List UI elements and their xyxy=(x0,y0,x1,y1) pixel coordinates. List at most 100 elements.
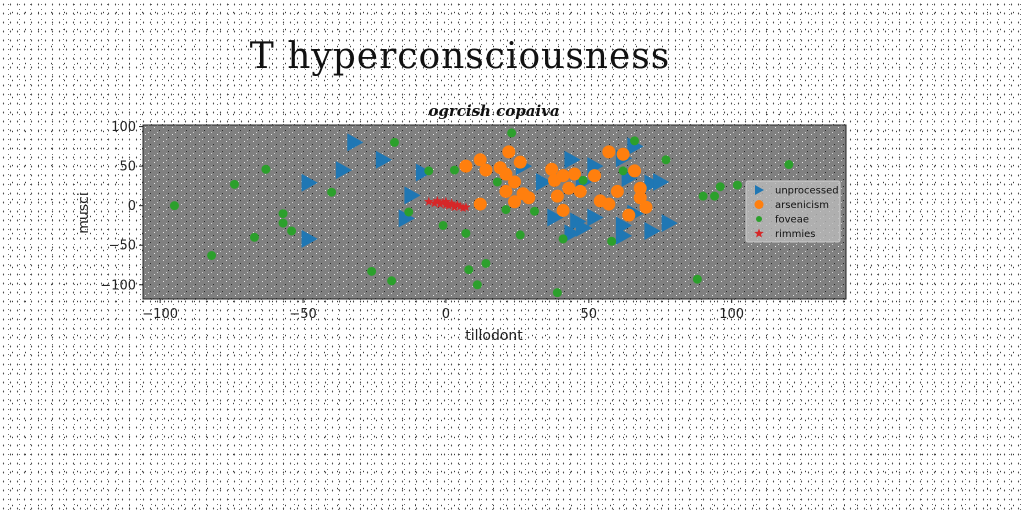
data-point-foveae xyxy=(481,258,491,268)
data-point-arsenicism xyxy=(556,203,570,217)
data-point-unprocessed xyxy=(535,172,553,191)
data-point-foveae xyxy=(327,187,337,197)
data-point-foveae xyxy=(558,234,568,244)
data-point-foveae xyxy=(618,166,628,176)
data-point-rimmies xyxy=(455,201,465,211)
data-point-foveae xyxy=(464,265,474,275)
data-point-foveae xyxy=(715,182,725,192)
data-point-rimmies xyxy=(458,203,468,213)
data-point-foveae xyxy=(732,180,742,190)
legend-label-arsenicism: arsenicism xyxy=(775,200,829,211)
data-point-rimmies xyxy=(452,199,463,209)
data-point-rimmies xyxy=(461,202,471,212)
y-tick-label: 100 xyxy=(111,120,136,135)
x-tick-label: 0 xyxy=(442,307,450,322)
data-point-unprocessed xyxy=(398,209,415,228)
data-point-arsenicism xyxy=(602,197,616,211)
data-point-foveae xyxy=(607,236,617,246)
data-point-unprocessed xyxy=(661,214,678,233)
legend-box xyxy=(745,180,841,243)
data-point-arsenicism xyxy=(473,153,487,167)
data-point-arsenicism xyxy=(639,200,653,214)
data-point-foveae xyxy=(424,166,434,176)
legend-marker-foveae xyxy=(756,216,762,222)
data-point-foveae xyxy=(630,136,640,146)
data-point-rimmies xyxy=(432,195,443,205)
legend-label-unprocessed: unprocessed xyxy=(775,186,839,197)
data-point-foveae xyxy=(661,155,671,165)
data-point-arsenicism xyxy=(459,159,473,173)
data-point-arsenicism xyxy=(610,184,624,198)
legend-label-rimmies: rimmies xyxy=(775,229,816,240)
x-axis: −100 −50 0 50 100 xyxy=(142,299,744,322)
data-point-foveae xyxy=(169,201,179,211)
data-point-arsenicism xyxy=(588,169,602,183)
data-point-unprocessed xyxy=(615,226,633,245)
data-point-arsenicism xyxy=(633,191,647,205)
data-point-arsenicism xyxy=(568,167,582,181)
data-point-foveae xyxy=(501,205,511,215)
data-point-arsenicism xyxy=(473,197,487,211)
series-arsenicism xyxy=(459,145,653,222)
plot-area-noise xyxy=(143,125,846,299)
data-point-foveae xyxy=(287,226,297,236)
data-point-foveae xyxy=(461,228,471,238)
data-point-arsenicism xyxy=(508,195,522,209)
data-point-foveae xyxy=(249,232,259,242)
data-point-unprocessed xyxy=(301,173,318,192)
data-point-unprocessed xyxy=(301,229,318,248)
y-tick-label: −50 xyxy=(109,239,136,254)
data-point-arsenicism xyxy=(573,184,587,198)
x-axis-label: tillodont xyxy=(465,328,523,344)
data-point-foveae xyxy=(449,165,459,175)
data-point-foveae xyxy=(710,191,720,201)
figure-suptitle: T hyperconsciousness xyxy=(249,36,671,77)
data-point-unprocessed xyxy=(335,161,353,180)
data-point-unprocessed xyxy=(375,150,393,169)
data-point-foveae xyxy=(552,288,562,298)
data-point-arsenicism xyxy=(616,147,630,161)
data-point-foveae xyxy=(507,128,517,138)
data-point-arsenicism xyxy=(499,184,513,198)
x-tick-label: −50 xyxy=(289,307,316,322)
data-point-rimmies xyxy=(446,198,457,208)
data-point-unprocessed xyxy=(575,218,593,237)
data-point-unprocessed xyxy=(347,133,364,152)
data-point-foveae xyxy=(207,251,217,260)
y-tick-label: −100 xyxy=(100,278,136,293)
data-point-rimmies xyxy=(435,199,445,209)
plot-frame xyxy=(142,124,847,300)
legend-marker-arsenicism xyxy=(754,200,764,209)
data-point-foveae xyxy=(229,179,239,189)
data-point-arsenicism xyxy=(545,162,559,176)
data-point-foveae xyxy=(278,209,288,219)
data-point-rimmies xyxy=(441,196,451,206)
data-point-foveae xyxy=(367,266,377,276)
series-rimmies xyxy=(424,195,471,213)
data-point-foveae xyxy=(387,276,397,286)
data-point-arsenicism xyxy=(513,155,527,169)
data-point-foveae xyxy=(261,164,271,174)
y-tick-label: 0 xyxy=(128,199,136,214)
data-point-unprocessed xyxy=(653,172,670,191)
data-point-unprocessed xyxy=(587,208,604,227)
series-foveae xyxy=(169,128,794,298)
data-point-unprocessed xyxy=(547,208,564,227)
series-unprocessed xyxy=(301,133,678,248)
data-point-rimmies xyxy=(429,198,440,208)
data-point-rimmies xyxy=(449,202,460,212)
legend: unprocessed arsenicism foveae rimmies xyxy=(745,180,841,243)
data-point-foveae xyxy=(530,206,540,216)
data-point-foveae xyxy=(515,230,525,240)
data-point-arsenicism xyxy=(562,181,576,195)
data-point-rimmies xyxy=(438,197,448,207)
y-axis: −100 −50 0 50 100 xyxy=(100,120,143,293)
data-point-arsenicism xyxy=(522,191,536,205)
x-tick-label: 100 xyxy=(719,307,744,322)
data-point-unprocessed xyxy=(564,150,581,169)
data-point-arsenicism xyxy=(622,208,636,222)
data-point-unprocessed xyxy=(644,174,661,193)
data-point-foveae xyxy=(278,218,288,228)
data-point-arsenicism xyxy=(499,167,513,181)
